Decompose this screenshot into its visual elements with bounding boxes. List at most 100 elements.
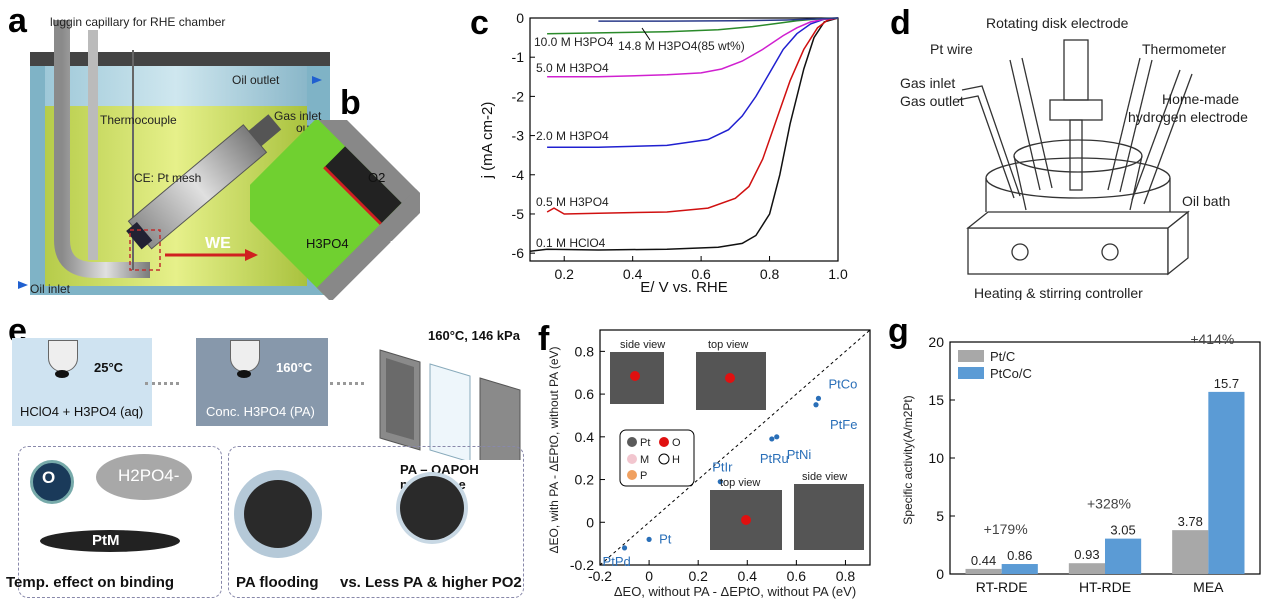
legend-pt-c: Pt/C xyxy=(990,349,1015,364)
legend-p: P xyxy=(640,470,647,482)
label-gas-outlet-d: Gas outlet xyxy=(900,93,964,109)
label-pt-wire: Pt wire xyxy=(930,41,973,57)
cell-top xyxy=(1013,139,1143,173)
point-ptir xyxy=(717,479,723,485)
series-line xyxy=(598,17,839,22)
x-tick-label: 0.2 xyxy=(554,266,574,282)
h2po4-blob xyxy=(96,454,192,500)
point-label: PtCo xyxy=(828,376,857,391)
panel-label-f: f xyxy=(538,320,550,358)
panel-d-setup-schematic: Rotating disk electrode Pt wire Thermome… xyxy=(900,15,1248,300)
label-gas-inlet: Gas inlet xyxy=(274,109,322,123)
ptfe-side xyxy=(316,188,420,300)
label-luggin: luggin capillary for RHE chamber xyxy=(50,15,225,29)
bar-value-label: 3.05 xyxy=(1110,523,1135,538)
label-160c: 160°C xyxy=(276,360,313,375)
heater-box xyxy=(967,227,1169,275)
panel-e-concept: 25°C 160°C HClO4 + H3PO4 (aq) Conc. H3PO… xyxy=(0,300,530,600)
caption-binding: Temp. effect on binding xyxy=(6,574,175,591)
x-category-label: RT-RDE xyxy=(976,579,1028,595)
annot-0.5M: 0.5 M H3PO4 xyxy=(536,195,609,209)
bar-ptco-c xyxy=(1001,564,1038,574)
legend-swatch-ptco xyxy=(958,367,984,379)
legend-m: M xyxy=(640,454,649,466)
point-ptru xyxy=(769,436,775,442)
series-line xyxy=(547,17,839,149)
x-tick-label: 0.6 xyxy=(787,568,807,584)
label-side-view-2: side view xyxy=(802,471,847,483)
y-tick-label: 0.8 xyxy=(575,343,595,359)
working-electrode xyxy=(126,114,282,250)
knob-left xyxy=(1011,243,1029,261)
box-flooding xyxy=(228,446,524,598)
less-pa-particle xyxy=(400,476,464,540)
x-tick-label: 0.2 xyxy=(688,568,708,584)
box-binding xyxy=(18,446,222,598)
label-oil-outlet: Oil outlet xyxy=(232,73,280,87)
x-category-label: MEA xyxy=(1193,579,1224,595)
bar-value-label: 15.7 xyxy=(1214,376,1239,391)
x-tick-label: 0.8 xyxy=(836,568,856,584)
membrane-stack xyxy=(379,349,521,460)
y-tick-label: 0.2 xyxy=(575,472,595,488)
x-tick-label: 1.0 xyxy=(828,266,848,282)
y-tick-label: -3 xyxy=(512,128,525,144)
point-label: PtPd xyxy=(603,554,631,569)
point-label: PtRu xyxy=(760,451,789,466)
oil-outlet-arrow xyxy=(312,76,322,84)
annot-10M: 10.0 M H3PO4 xyxy=(534,35,614,49)
label-oil-inlet: Oil inlet xyxy=(30,282,71,296)
y-tick-label: 15 xyxy=(928,392,944,408)
highlight-box xyxy=(129,229,161,271)
knob-right xyxy=(1101,243,1119,261)
box-pa xyxy=(196,338,328,426)
panel-label-a: a xyxy=(8,2,27,40)
annot-5M: 5.0 M H3PO4 xyxy=(536,61,609,75)
label-ptm: PtM xyxy=(92,532,120,549)
x-axis-label: E/ V vs. RHE xyxy=(640,279,728,296)
point-label: PtFe xyxy=(830,417,857,432)
x-tick-label: 0.6 xyxy=(691,266,711,282)
bar-pt-c xyxy=(965,568,1002,574)
label-home-made: Home-made xyxy=(1162,91,1239,107)
o-atom-icon xyxy=(30,460,74,504)
tank-lid xyxy=(30,52,330,66)
y-tick-label: -2 xyxy=(512,88,525,104)
panel-g-bar-chart: 0 5 10 15 20 RT-RDE 0.44 0.86 +179% HT-RDE 0.93 3.… xyxy=(901,331,1261,595)
pt-wire xyxy=(1009,59,1041,191)
label-oil-bath: Oil bath xyxy=(1182,193,1230,209)
bar-value-label: 0.86 xyxy=(1007,548,1032,563)
point-ptni xyxy=(774,434,780,440)
panel-c-lsv-chart: 0.2 0.4 0.6 0.8 1.0 0 -1 -2 -3 -4 -5 -6 E/ V vs. RH… xyxy=(479,10,848,296)
label-thermocouple: Thermocouple xyxy=(100,113,177,127)
label-conditions: 160°C, 146 kPa xyxy=(428,328,520,343)
bar-value-label: 0.44 xyxy=(971,553,996,568)
y-tick-label: 0 xyxy=(586,514,594,530)
y-tick-label: 0.4 xyxy=(575,429,595,445)
increase-annotation: +414% xyxy=(1190,331,1234,347)
box-rt-solution xyxy=(12,338,152,426)
annot-0.1M: 0.1 M HClO4 xyxy=(536,236,606,250)
label-thermometer: Thermometer xyxy=(1142,41,1226,57)
y-tick-label: -4 xyxy=(512,167,525,183)
oil-inlet-arrow xyxy=(18,281,28,289)
legend-o: O xyxy=(672,437,681,449)
label-o: O xyxy=(42,468,56,487)
f-x-axis-label: ΔEO, without PA - ΔEPtO, without PA (eV) xyxy=(614,584,856,599)
label-rde: Rotating disk electrode xyxy=(986,15,1129,31)
bar-value-label: 0.93 xyxy=(1074,547,1099,562)
y-tick-label: 10 xyxy=(928,450,944,466)
point-pt xyxy=(646,536,652,542)
legend-swatch-pt xyxy=(958,350,984,362)
x-tick-label: 0.4 xyxy=(738,568,758,584)
x-tick-label: 0.4 xyxy=(623,266,643,282)
gas-outlet-tube xyxy=(957,95,1015,199)
label-ptfe: PTFE xyxy=(390,240,416,251)
label-top-view-2: top view xyxy=(720,477,760,489)
y-tick-label: -0.2 xyxy=(570,557,594,573)
point-label: PtNi xyxy=(787,447,812,462)
y-tick-label: 0 xyxy=(516,10,524,26)
legend-pt: Pt xyxy=(640,437,650,449)
legend-ptco-c: PtCo/C xyxy=(990,366,1032,381)
bar-ptco-c xyxy=(1105,538,1142,574)
